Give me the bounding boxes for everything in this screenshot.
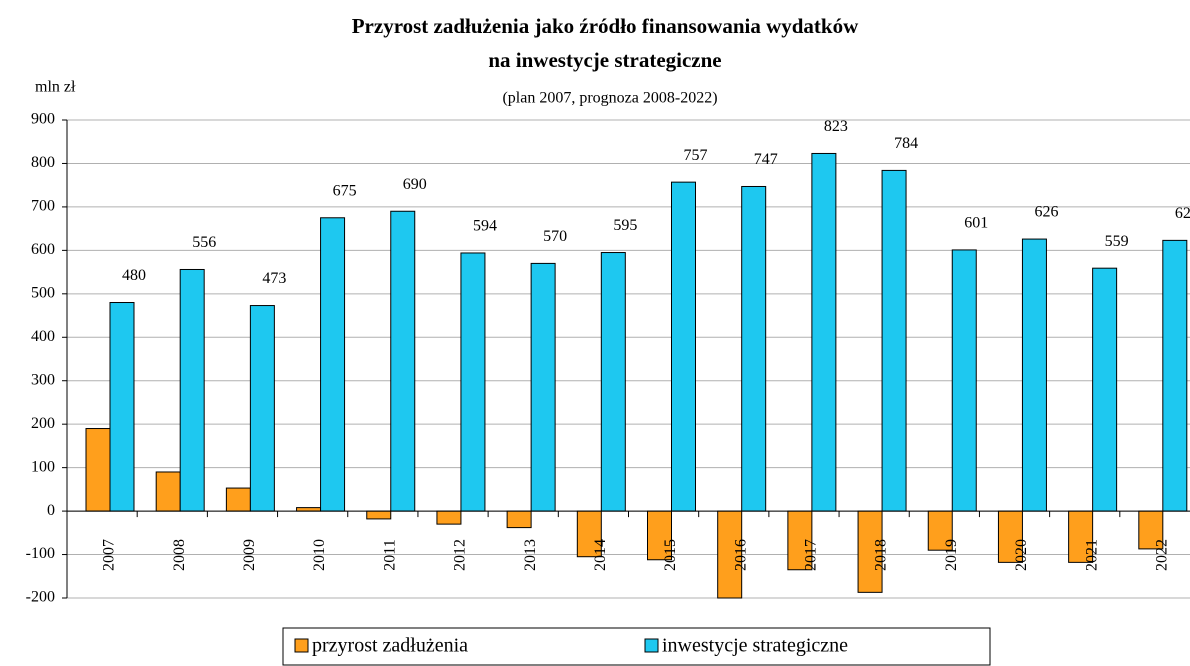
bar [671,181,696,512]
bar [109,302,135,512]
data-label: 690 [403,176,427,193]
bar [1138,510,1164,550]
y-tick-label: 700 [31,198,55,215]
y-tick-label: 300 [31,371,55,388]
data-label: 623 [1175,205,1190,222]
bar [951,249,977,512]
bar [997,510,1023,563]
y-tick-label: 100 [31,458,55,475]
bar [811,152,837,512]
data-label: 559 [1105,233,1129,250]
data-label: 473 [262,270,286,287]
y-tick-label: 400 [31,328,55,345]
x-tick-label: 2012 [452,539,469,571]
bar [225,487,251,512]
y-tick-label: 200 [31,415,55,432]
y-tick-label: 800 [31,154,55,171]
x-tick-label: 2017 [803,539,820,571]
bar [155,471,181,512]
bar [390,210,416,512]
bar [1092,267,1118,512]
bar [320,217,346,512]
x-tick-label: 2007 [101,539,118,571]
x-tick-label: 2018 [873,539,890,571]
data-label: 823 [824,118,848,135]
bar [927,510,953,551]
bar [600,252,626,512]
x-tick-label: 2013 [522,539,539,571]
x-tick-label: 2009 [241,539,258,571]
x-tick-label: 2008 [171,539,188,571]
bar [179,268,205,512]
bar [530,262,556,512]
legend-box [282,627,991,666]
y-tick-label: 0 [47,502,55,519]
y-tick-label: -100 [26,545,55,562]
bar [296,507,322,512]
bar [717,510,743,599]
x-tick-label: 2022 [1153,539,1170,571]
bar [576,510,602,558]
legend-label: przyrost zadłużenia [312,635,468,657]
bar [741,185,767,512]
x-tick-label: 2019 [943,539,960,571]
data-label: 626 [1034,204,1058,221]
y-tick-label: 500 [31,284,55,301]
x-tick-label: 2014 [592,539,609,571]
legend-swatch [294,638,309,653]
data-label: 601 [964,215,988,232]
bar [506,510,532,529]
bar [881,169,907,512]
data-label: 757 [684,147,708,164]
x-tick-label: 2011 [381,539,398,570]
chart-title-line2: na inwestycje strategiczne [488,48,721,72]
bar [460,252,486,512]
bar [787,510,813,571]
bar [249,305,275,512]
bar [1068,510,1094,563]
data-label: 675 [333,182,357,199]
x-tick-label: 2016 [732,539,749,571]
y-axis-label: mln zł [35,79,76,96]
x-tick-label: 2010 [311,539,328,571]
legend-label: inwestycje strategiczne [662,635,848,657]
y-tick-label: 900 [31,111,55,128]
data-label: 556 [192,234,216,251]
chart-subtitle: (plan 2007, prognoza 2008-2022) [502,90,717,107]
data-label: 480 [122,267,146,284]
bar [85,428,111,512]
data-label: 747 [754,151,778,168]
y-tick-label: -200 [26,589,55,606]
x-tick-label: 2021 [1083,539,1100,571]
bar [366,510,392,520]
bar [436,510,462,525]
bar [647,510,672,561]
legend-swatch [644,638,659,653]
data-label: 784 [894,135,918,152]
y-tick-label: 600 [31,241,55,258]
data-label: 594 [473,218,497,235]
bar [1162,239,1188,512]
x-tick-label: 2015 [662,539,679,571]
bar [1021,238,1047,512]
data-label: 570 [543,228,567,245]
data-label: 595 [613,217,637,234]
chart-title: Przyrost zadłużenia jako źródło finansow… [352,14,859,38]
x-tick-label: 2020 [1013,539,1030,571]
